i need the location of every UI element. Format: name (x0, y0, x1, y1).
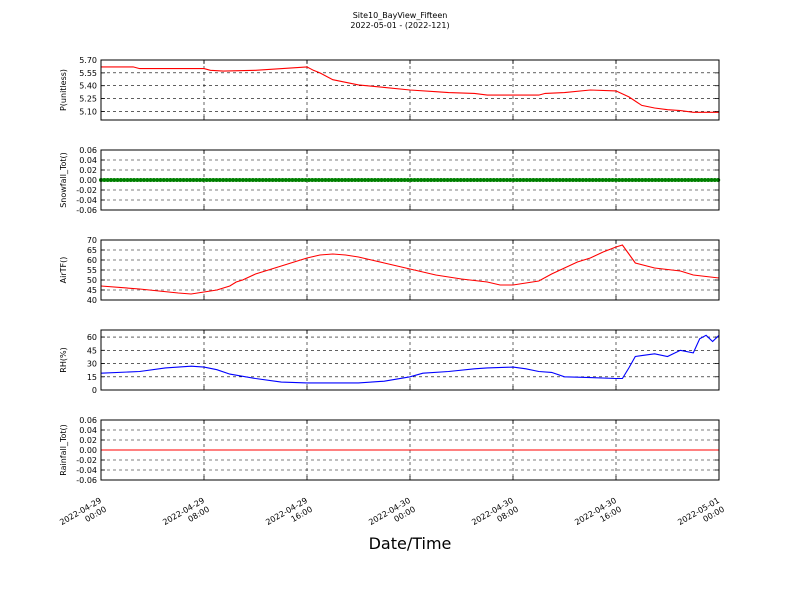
series-line (101, 66, 719, 113)
y-tick-label: -0.06 (76, 206, 97, 215)
x-tick-label: 2022-05-0100:00 (676, 496, 726, 536)
y-tick-label: -0.04 (76, 196, 97, 205)
y-tick-label: -0.04 (76, 466, 97, 475)
y-tick-label: 0 (92, 386, 97, 395)
y-tick-label: 40 (87, 296, 97, 305)
x-tick-label: 2022-04-3000:00 (367, 496, 417, 536)
panel-frame (100, 149, 720, 211)
y-axis-label: Rainfall_Tot() (59, 424, 68, 476)
y-tick-label: 0.06 (79, 146, 97, 155)
series-line (100, 334, 720, 384)
y-tick-label: 5.40 (79, 82, 97, 91)
y-tick-label: 70 (87, 236, 97, 245)
y-axis-label: Snowfall_Tot() (59, 152, 68, 208)
panel-2: 0.060.040.020.00-0.02-0.04-0.06 Snowfall_… (59, 146, 721, 215)
panel-1: 5.70 5.55 5.40 5.25 5.10 P(unitless) (59, 56, 720, 121)
series-line (100, 244, 720, 295)
x-tick-label: 2022-04-2916:00 (264, 496, 314, 536)
y-tick-label: 0.00 (79, 176, 97, 185)
panel-frame (100, 59, 720, 121)
x-tick-label: 2022-04-2900:00 (58, 496, 108, 536)
panel-frame (100, 419, 720, 481)
y-tick-label: 50 (87, 276, 97, 285)
y-tick-label: 5.25 (79, 95, 97, 104)
y-tick-label: 0.06 (79, 416, 97, 425)
y-tick-label: -0.06 (76, 476, 97, 485)
y-tick-label: 0.02 (79, 436, 97, 445)
y-tick-label: 45 (87, 286, 97, 295)
y-axis-label: P(unitless) (59, 69, 68, 111)
y-tick-label: -0.02 (76, 186, 97, 195)
y-tick-label: 15 (87, 373, 97, 382)
panel-frame (100, 239, 720, 301)
y-tick-label: 0.04 (79, 156, 97, 165)
x-tick-label: 2022-04-3008:00 (470, 496, 520, 536)
y-axis-label: AirTF() (59, 257, 68, 284)
y-tick-label: 0.00 (79, 446, 97, 455)
y-tick-label: 55 (87, 266, 97, 275)
y-tick-label: 5.55 (79, 69, 97, 78)
panel-4: 60 45 30 15 0 RH(%) (59, 329, 720, 395)
x-axis-label: Date/Time (368, 534, 452, 553)
x-tick-label: 2022-04-3016:00 (573, 496, 623, 536)
chart-title: Site10_BayView_Fifteen (352, 11, 448, 20)
y-tick-label: 5.10 (79, 107, 97, 116)
x-tick-label: 2022-04-2908:00 (161, 496, 211, 536)
y-tick-label: 0.04 (79, 426, 97, 435)
chart-subtitle: 2022-05-01 - (2022-121) (350, 21, 450, 30)
y-tick-label: 60 (87, 333, 97, 342)
y-tick-label: 60 (87, 256, 97, 265)
panel-frame (100, 329, 720, 391)
y-tick-label: -0.02 (76, 456, 97, 465)
panel-5: 0.060.040.020.00-0.02-0.04-0.06 Rainfall_… (59, 416, 720, 485)
y-tick-label: 45 (87, 346, 97, 355)
y-axis-label: RH(%) (59, 347, 68, 372)
y-tick-label: 65 (87, 246, 97, 255)
y-tick-label: 0.02 (79, 166, 97, 175)
y-tick-label: 30 (87, 360, 97, 369)
y-tick-label: 5.70 (79, 56, 97, 65)
